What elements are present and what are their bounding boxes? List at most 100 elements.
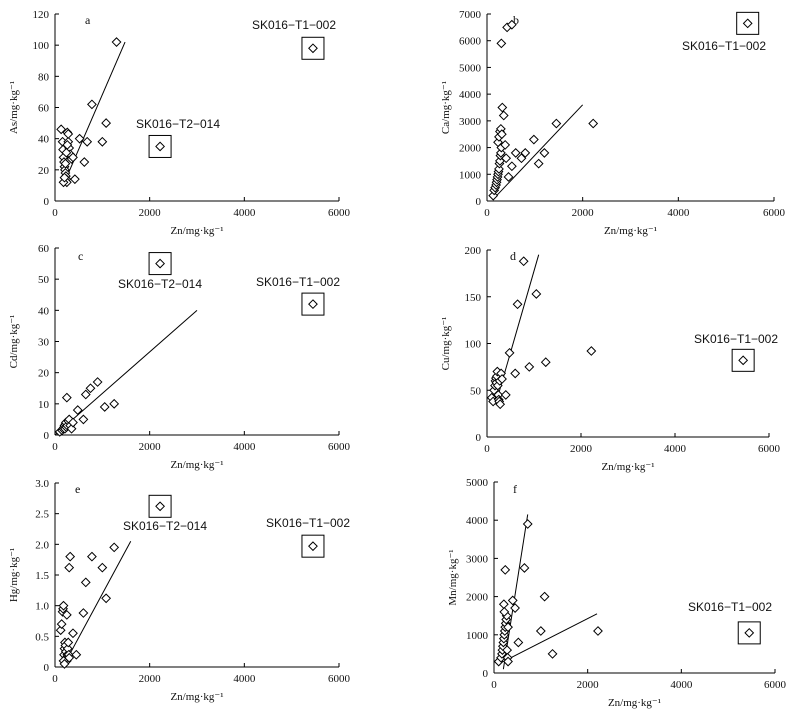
data-point [65,551,76,562]
data-point [586,346,597,356]
outlier-box [148,494,172,518]
data-point [510,148,521,158]
y-tick-label: 60 [38,103,50,115]
data-point [516,153,527,164]
y-tick-label: 50 [470,385,482,397]
x-tick-label: 6000 [758,443,781,455]
data-point [59,659,70,669]
x-tick-label: 2000 [139,441,162,453]
data-point [61,392,72,403]
data-point [74,133,85,144]
data-point [63,637,74,648]
data-point [109,542,120,553]
data-point [506,161,517,172]
x-axis-label: Zn/mg·kg⁻¹ [170,691,223,703]
data-point [522,519,533,529]
outlier-point [744,627,755,638]
data-point [64,562,75,573]
y-tick-label: 2000 [459,143,482,155]
panel-b: 0 2000 4000 6000 0 1000 2000 3000 4000 5000 6000 70… [440,9,786,237]
data-point [513,637,524,648]
outlier-box [731,348,755,372]
x-tick-label: 4000 [664,443,687,455]
panel-e: 0 2000 4000 6000 0 0.5 1.0 1.5 2.0 2.5 3.0 Zn/mg·kg… [8,478,351,703]
panel-d: 0 2000 4000 6000 0 50 100 150 200 Zn/mg·kg⁻¹ Cu/mg… [440,245,781,473]
data-point [503,622,513,633]
y-tick-label: 1.0 [35,601,49,613]
outlier-point [308,541,318,552]
y-tick-label: 5000 [466,477,489,489]
y-tick-label: 2.0 [35,539,49,551]
x-axis-label: Zn/mg·kg⁻¹ [608,697,661,709]
outlier-box [148,252,172,276]
y-tick-label: 0 [476,196,482,208]
x-axis-label: Zn/mg·kg⁻¹ [170,459,223,471]
y-tick-label: 40 [38,134,50,146]
data-point [499,606,510,617]
y-tick-label: 7000 [459,9,482,21]
regression-line [496,104,584,197]
outlier-point [738,355,749,366]
y-tick-label: 50 [38,274,50,286]
outlier-point [742,18,753,29]
y-tick-label: 150 [465,292,482,304]
data-point [56,619,67,629]
x-tick-label: 4000 [670,679,693,691]
outlier-label: SK016−T2−014 [123,519,207,533]
data-point [69,174,80,185]
y-tick-label: 100 [465,339,482,351]
y-axis-label: Ca/mg·kg⁻¹ [440,81,452,134]
y-tick-label: 100 [33,40,50,52]
panel-letter: a [85,13,91,27]
data-point [520,148,531,158]
outlier-box [301,534,325,558]
outlier-label: SK016−T2−014 [118,277,202,291]
data-point [92,377,103,387]
y-tick-label: 3000 [466,553,489,565]
outlier-label: SK016−T2−014 [136,117,220,131]
data-point [61,609,72,620]
y-tick-label: 0 [44,662,50,674]
data-point [498,110,509,121]
panel-letter: d [510,249,516,263]
x-tick-label: 0 [484,207,490,219]
y-tick-label: 80 [38,71,50,83]
x-axis-label: Zn/mg·kg⁻¹ [601,461,654,473]
y-axis-label: Cd/mg·kg⁻¹ [8,315,20,369]
x-axis-label: Zn/mg·kg⁻¹ [170,225,223,237]
y-tick-label: 6000 [459,36,482,48]
outlier-label: SK016−T1−002 [682,39,766,53]
y-axis-label: Mn/mg·kg⁻¹ [447,549,459,605]
y-tick-label: 120 [33,9,50,21]
data-point [504,347,515,358]
data-point [497,374,507,384]
data-point [79,157,90,167]
y-tick-label: 3.0 [35,478,49,490]
panel-letter: e [75,482,80,496]
data-point [87,551,97,562]
outlier-label: SK016−T1−002 [256,275,340,289]
regression-line [54,309,198,436]
x-tick-label: 6000 [328,441,351,453]
x-tick-label: 2000 [572,207,595,219]
y-axis-label: As/mg·kg⁻¹ [8,81,20,134]
y-axis-label: Cu/mg·kg⁻¹ [440,317,452,371]
y-tick-label: 0.5 [35,631,49,643]
x-tick-label: 4000 [667,207,690,219]
outlier-label: SK016−T1−002 [266,516,350,530]
panel-c: 0 2000 4000 6000 0 10 20 30 40 50 60 Zn/mg·kg⁻¹ Cd/m… [8,243,351,471]
data-point [512,299,523,310]
x-tick-label: 0 [52,207,58,219]
data-point [510,603,520,613]
y-tick-label: 0 [476,432,482,444]
x-tick-label: 2000 [570,443,593,455]
x-tick-label: 6000 [763,207,786,219]
data-point [61,147,72,158]
x-tick-label: 4000 [233,207,256,219]
data-point [63,129,74,139]
data-point [497,102,508,113]
data-point [531,289,542,299]
panel-letter: f [513,482,517,496]
y-tick-label: 40 [38,305,50,317]
data-point [97,136,108,147]
